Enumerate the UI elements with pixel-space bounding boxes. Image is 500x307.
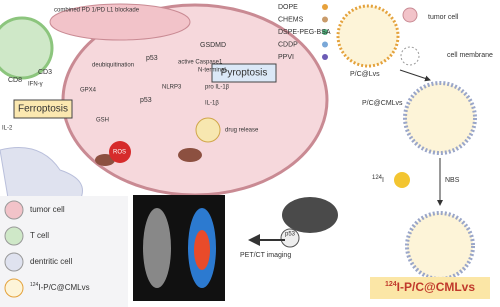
nucleus bbox=[49, 3, 191, 41]
component-label: DOPE bbox=[278, 4, 298, 11]
legend-label: 124I-P/C@CMLvs bbox=[30, 282, 90, 292]
label: NBS bbox=[445, 177, 460, 184]
label: GSH bbox=[96, 118, 109, 124]
p53-icon bbox=[280, 228, 300, 248]
component-label: CHEMS bbox=[278, 16, 304, 23]
ferroptosis-box bbox=[13, 99, 73, 119]
legend-label: dentritic cell bbox=[30, 257, 72, 266]
component-icon bbox=[322, 54, 328, 60]
label: tumor cell bbox=[428, 14, 459, 21]
label: CD8 bbox=[8, 77, 22, 84]
final-box bbox=[370, 277, 490, 299]
t-cell-shape bbox=[0, 16, 54, 80]
component-label: CDDP bbox=[278, 41, 298, 48]
liposome-small bbox=[195, 117, 221, 143]
label: p53 bbox=[146, 55, 158, 62]
legend-icon bbox=[4, 252, 24, 272]
label: combined PD 1/PD L1 blockade bbox=[54, 8, 140, 14]
label: pro IL-1β bbox=[205, 85, 230, 91]
liposome bbox=[336, 4, 400, 68]
text: I-P/C@CMLvs bbox=[397, 280, 476, 294]
label: deubiquitination bbox=[92, 63, 134, 69]
label: 124I-P/C@CMLvs bbox=[385, 280, 475, 294]
ros-burst bbox=[109, 141, 131, 163]
label: GPX4 bbox=[80, 88, 97, 94]
liposome bbox=[405, 211, 475, 281]
label: cell membrane bbox=[447, 52, 493, 59]
radiation-icon bbox=[394, 172, 410, 188]
sup: 124 bbox=[385, 281, 397, 288]
component-icon bbox=[322, 4, 328, 10]
label: IL-2 bbox=[2, 126, 13, 132]
arrow bbox=[399, 69, 431, 82]
sup: 124 bbox=[30, 282, 39, 288]
component-label: PPVI bbox=[278, 54, 294, 61]
pyroptosis-box bbox=[211, 63, 277, 83]
label: active Caspase1 bbox=[178, 60, 223, 66]
legend-icon bbox=[4, 226, 24, 246]
label: CD3 bbox=[38, 69, 52, 76]
liposome bbox=[403, 81, 477, 155]
text: I-P/C@CMLvs bbox=[38, 283, 89, 292]
label: drug release bbox=[225, 128, 259, 134]
sup: 124 bbox=[372, 175, 383, 181]
legend-icon bbox=[4, 278, 24, 298]
label: IL-1β bbox=[205, 101, 219, 107]
label: NLRP3 bbox=[162, 85, 182, 91]
mitochondrion bbox=[95, 154, 115, 166]
membrane-icon bbox=[400, 46, 420, 66]
mouse bbox=[282, 197, 338, 233]
component-icon bbox=[322, 16, 328, 23]
label: P/C@Lvs bbox=[350, 71, 380, 78]
mitochondrion bbox=[178, 148, 202, 162]
tumor-icon bbox=[402, 7, 418, 23]
component-label: DSPE-PEG-BSA bbox=[278, 29, 331, 36]
label: GSDMD bbox=[200, 42, 226, 49]
label: Pyroptosis bbox=[221, 68, 268, 79]
label: PET/CT imaging bbox=[240, 252, 291, 259]
component-icon bbox=[322, 29, 328, 35]
label: IFN-γ bbox=[28, 82, 43, 88]
label: p53 bbox=[140, 97, 152, 104]
label: ROS bbox=[113, 150, 126, 156]
component-icon bbox=[322, 41, 328, 48]
ct-scan bbox=[143, 208, 171, 288]
legend-icon bbox=[4, 200, 24, 220]
label: P/C@CMLvs bbox=[362, 100, 403, 107]
label: p53 bbox=[285, 232, 296, 238]
label: Ferroptosis bbox=[18, 104, 68, 115]
text: I bbox=[382, 177, 384, 184]
pet-hotspot bbox=[194, 230, 210, 270]
legend-label: T cell bbox=[30, 231, 49, 240]
label: 124I bbox=[372, 175, 384, 184]
label: N-terminal bbox=[198, 68, 226, 74]
legend-label: tumor cell bbox=[30, 205, 65, 214]
